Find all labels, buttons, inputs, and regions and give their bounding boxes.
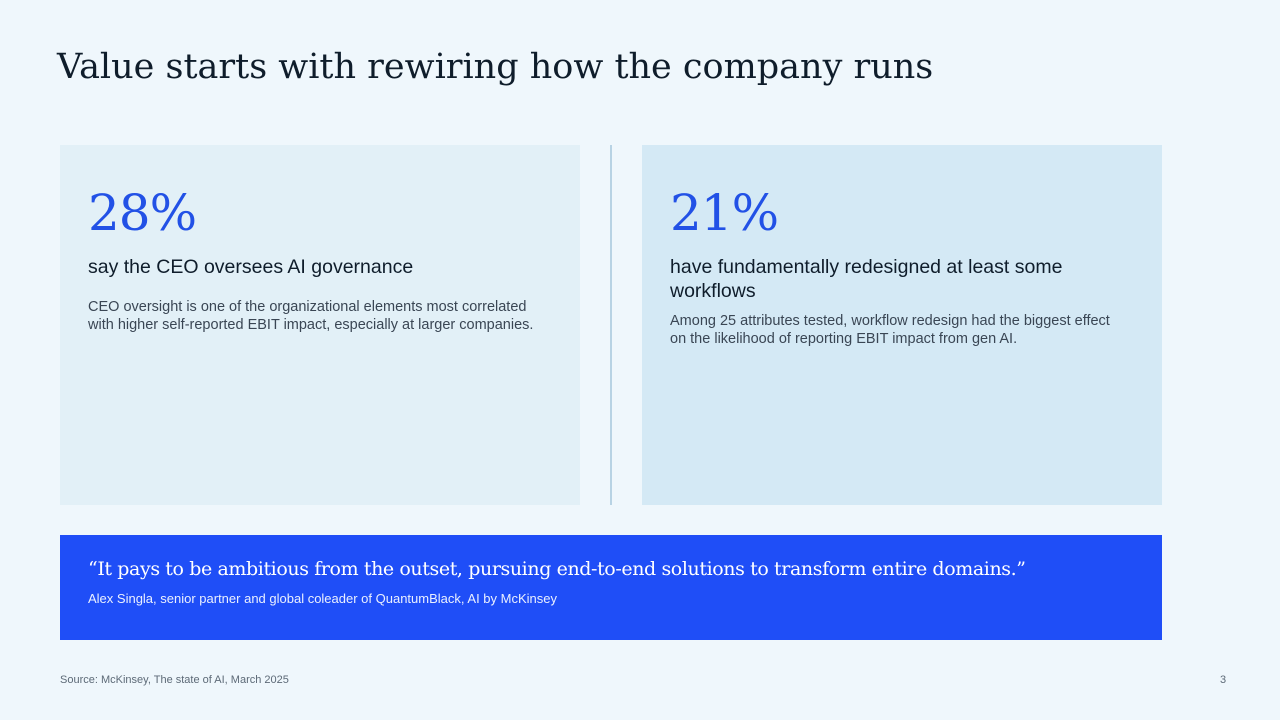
stat-card-ceo-governance: 28% say the CEO oversees AI governance C… <box>60 145 580 505</box>
slide-title: Value starts with rewiring how the compa… <box>57 47 934 87</box>
stat-description: CEO oversight is one of the organization… <box>88 299 534 333</box>
page-number: 3 <box>1220 674 1227 686</box>
stat-card-workflow-redesign: 21% have fundamentally redesigned at lea… <box>642 145 1162 505</box>
stat-value: 28% <box>88 184 197 242</box>
stat-headline: say the CEO oversees AI governance <box>88 256 414 278</box>
stat-description: Among 25 attributes tested, workflow red… <box>670 313 1110 347</box>
card-divider <box>610 145 612 505</box>
quote-banner: “It pays to be ambitious from the outset… <box>60 535 1162 640</box>
quote-attribution: Alex Singla, senior partner and global c… <box>88 591 557 606</box>
stat-headline: have fundamentally redesigned at least s… <box>670 256 1063 302</box>
source-note: Source: McKinsey, The state of AI, March… <box>60 674 289 686</box>
stat-value: 21% <box>670 184 779 242</box>
quote-text: “It pays to be ambitious from the outset… <box>88 558 1026 580</box>
